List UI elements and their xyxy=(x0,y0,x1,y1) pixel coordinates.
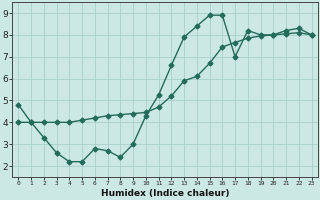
X-axis label: Humidex (Indice chaleur): Humidex (Indice chaleur) xyxy=(101,189,229,198)
